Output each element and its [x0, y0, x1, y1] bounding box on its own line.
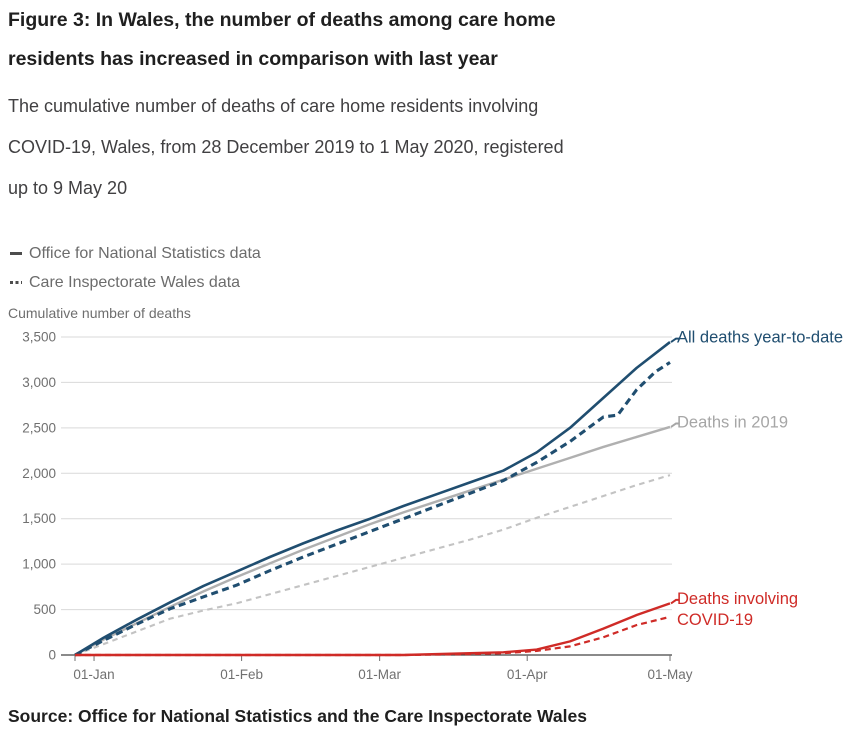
- legend-item-ons: Office for National Statistics data: [10, 239, 261, 268]
- chart-svg: 0 500 1,000 1,500 2,000 2,500 3,000 3,500 01-Jan…: [22, 328, 843, 682]
- annotation-connector: [670, 337, 679, 343]
- y-tick-label: 500: [33, 602, 56, 617]
- legend-label-ciw: Care Inspectorate Wales data: [29, 273, 241, 291]
- series-line-all-deaths-year-to-date-care-inspectorate-wales-: [74, 361, 671, 657]
- y-tick-label: 3,500: [22, 330, 56, 345]
- x-tick-label: 01-Mar: [358, 667, 401, 682]
- y-axis-title: Cumulative number of deaths: [8, 305, 191, 321]
- annotation-connector: [670, 422, 679, 428]
- x-tick-label: 01-May: [647, 667, 692, 682]
- solid-line-legend-icon: [10, 252, 22, 255]
- y-tick-label: 3,000: [22, 375, 56, 390]
- y-tick-label: 2,500: [22, 420, 56, 435]
- y-tick-label: 0: [48, 648, 56, 663]
- x-tick-label: 01-Jan: [73, 667, 114, 682]
- y-tick-label: 2,000: [22, 466, 56, 481]
- source-note: Source: Office for National Statistics a…: [8, 706, 587, 726]
- dotted-line-legend-icon: [10, 281, 22, 284]
- x-tick-label: 01-Apr: [507, 667, 548, 682]
- series-line-deaths-in-2019-office-for-national-statistics-: [74, 425, 671, 657]
- legend-label-ons: Office for National Statistics data: [29, 244, 261, 262]
- annotation-label: Deaths in 2019: [677, 413, 788, 431]
- annotation-label: COVID-19: [677, 611, 753, 629]
- figure-title: Figure 3: In Wales, the number of deaths…: [8, 9, 556, 70]
- legend-item-ciw: Care Inspectorate Wales data: [10, 268, 261, 297]
- chart-legend: Office for National Statistics data Care…: [10, 239, 261, 297]
- annotation-connector: [670, 598, 679, 605]
- y-tick-label: 1,000: [22, 557, 56, 572]
- y-tick-label: 1,500: [22, 511, 56, 526]
- annotation-label: All deaths year-to-date: [677, 328, 843, 346]
- annotation-label: Deaths involving: [677, 590, 798, 608]
- figure-subtitle: The cumulative number of deaths of care …: [8, 96, 564, 198]
- series-line-deaths-involving-covid-19-office-for-national-statistics-: [75, 602, 671, 657]
- series-line-all-deaths-year-to-date-office-for-national-statistics-: [74, 341, 671, 657]
- series-line-deaths-in-2019-care-inspectorate-wales-: [74, 474, 671, 656]
- x-tick-label: 01-Feb: [220, 667, 263, 682]
- series-line-deaths-involving-covid-19-care-inspectorate-wales-: [75, 615, 671, 657]
